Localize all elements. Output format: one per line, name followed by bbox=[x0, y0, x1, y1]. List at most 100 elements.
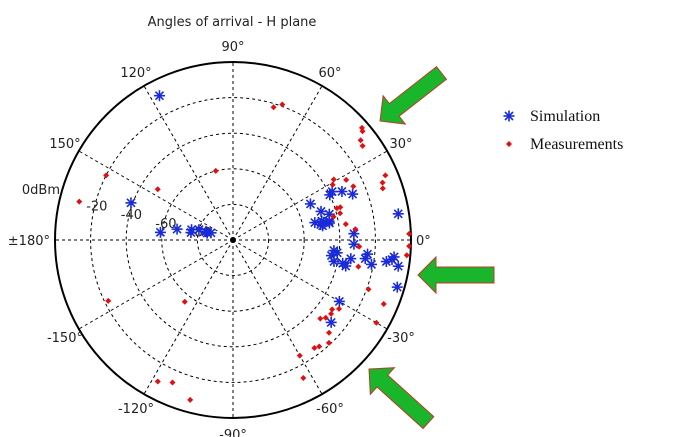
measurement-point bbox=[317, 315, 324, 322]
arrow-upper bbox=[379, 65, 448, 125]
simulation-point bbox=[345, 253, 357, 265]
measurement-point bbox=[403, 252, 410, 259]
grid-circle bbox=[125, 132, 341, 348]
simulation-point bbox=[154, 226, 166, 238]
measurement-point bbox=[330, 213, 337, 220]
axis-tick-labels: 0° 30° 60° 90° 120° 150° ±180° -150° -120° -90° -6… bbox=[8, 40, 431, 437]
measurement-point bbox=[358, 124, 365, 131]
measurement-point bbox=[300, 374, 307, 381]
simulation-point bbox=[333, 295, 345, 307]
simulation-point bbox=[171, 223, 183, 235]
grid-spoke bbox=[232, 150, 388, 241]
angle-tick-label: -30° bbox=[387, 331, 415, 346]
radial-tick-label: -40 bbox=[121, 208, 142, 223]
simulation-point bbox=[380, 256, 392, 268]
angle-tick-label: 0° bbox=[416, 234, 431, 249]
simulation-point bbox=[348, 238, 360, 250]
polar-grid bbox=[54, 61, 412, 419]
measurement-point bbox=[169, 379, 176, 386]
simulation-point bbox=[326, 186, 338, 198]
simulation-point bbox=[185, 227, 197, 239]
measurement-point bbox=[212, 167, 219, 174]
simulation-point bbox=[359, 253, 371, 265]
angle-tick-label: ±180° bbox=[8, 234, 50, 249]
grid-circle bbox=[161, 168, 305, 312]
measurement-point bbox=[316, 343, 323, 350]
measurement-point bbox=[322, 314, 329, 321]
measurement-point bbox=[326, 329, 333, 336]
measurement-point bbox=[373, 319, 380, 326]
measurement-point bbox=[105, 297, 112, 304]
measurement-point bbox=[355, 263, 362, 270]
measurement-point bbox=[337, 204, 344, 211]
angle-tick-label: -90° bbox=[219, 428, 247, 437]
measurement-point bbox=[311, 345, 318, 352]
simulation-point bbox=[201, 227, 213, 239]
angle-tick-label: 150° bbox=[49, 137, 80, 152]
measurement-point bbox=[328, 310, 335, 317]
arrow-lower bbox=[368, 367, 435, 430]
angle-tick-label: 90° bbox=[221, 40, 244, 55]
measurement-point bbox=[329, 306, 336, 313]
measurement-point bbox=[325, 339, 332, 346]
legend: Simulation Measurements bbox=[503, 108, 623, 153]
legend-marker-simulation bbox=[503, 110, 515, 122]
data-points bbox=[76, 90, 413, 403]
measurement-point bbox=[337, 210, 344, 217]
measurement-point bbox=[382, 172, 389, 179]
arrow-middle bbox=[417, 255, 495, 295]
measurement-point bbox=[356, 243, 363, 250]
angle-tick-label: 120° bbox=[120, 66, 151, 81]
measurement-point bbox=[379, 179, 386, 186]
grid-circle bbox=[196, 203, 270, 277]
simulation-point bbox=[347, 188, 359, 200]
grid-spoke bbox=[232, 239, 323, 395]
angle-tick-label: -150° bbox=[47, 331, 83, 346]
radial-unit-label: 0dBm bbox=[22, 183, 60, 198]
grid-spoke bbox=[232, 85, 323, 241]
simulation-point bbox=[336, 185, 348, 197]
measurement-point bbox=[379, 185, 386, 192]
simulation-point bbox=[304, 198, 316, 210]
simulation-point bbox=[315, 205, 327, 217]
legend-marker-measurements bbox=[506, 141, 512, 147]
measurement-point bbox=[270, 104, 277, 111]
measurement-point bbox=[359, 128, 366, 135]
measurement-point bbox=[350, 183, 357, 190]
measurement-point bbox=[365, 286, 372, 293]
measurement-point bbox=[103, 172, 110, 179]
measurement-point bbox=[330, 176, 337, 183]
annotation-arrows bbox=[368, 65, 495, 430]
outer-circle bbox=[54, 61, 412, 419]
simulation-point bbox=[337, 257, 349, 269]
simulation-point bbox=[391, 281, 403, 293]
measurement-point bbox=[76, 198, 83, 205]
chart-title: Angles of arrival - H plane bbox=[148, 15, 317, 30]
simulation-point bbox=[153, 90, 165, 102]
measurement-point bbox=[279, 101, 286, 108]
angle-tick-label: -120° bbox=[118, 402, 154, 417]
simulation-point bbox=[328, 255, 340, 267]
legend-label: Simulation bbox=[530, 108, 600, 125]
measurement-point bbox=[154, 186, 161, 193]
measurement-point bbox=[329, 181, 336, 188]
measurement-point bbox=[357, 137, 364, 144]
measurement-point bbox=[406, 230, 413, 237]
grid-spoke bbox=[143, 239, 234, 395]
measurement-point bbox=[406, 243, 413, 250]
grid-circle bbox=[90, 97, 376, 383]
center-dot bbox=[230, 237, 236, 243]
simulation-point bbox=[392, 208, 404, 220]
measurement-point bbox=[296, 352, 303, 359]
angle-tick-label: -60° bbox=[316, 402, 344, 417]
measurement-point bbox=[359, 142, 366, 149]
radial-tick-label: -20 bbox=[86, 200, 107, 215]
measurement-point bbox=[342, 221, 349, 228]
measurement-point bbox=[380, 300, 387, 307]
angle-tick-label: 30° bbox=[389, 137, 412, 152]
legend-label: Measurements bbox=[530, 136, 623, 153]
simulation-point bbox=[392, 260, 404, 272]
simulation-point bbox=[315, 219, 327, 231]
measurement-point bbox=[343, 176, 350, 183]
